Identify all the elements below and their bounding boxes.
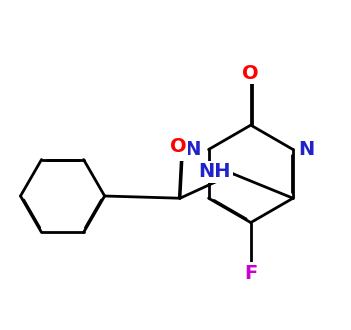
Text: F: F bbox=[244, 264, 257, 283]
Text: N: N bbox=[298, 140, 314, 159]
Text: O: O bbox=[243, 64, 259, 83]
Text: NH: NH bbox=[198, 162, 231, 181]
Text: O: O bbox=[170, 137, 186, 156]
Text: HN: HN bbox=[170, 140, 202, 159]
